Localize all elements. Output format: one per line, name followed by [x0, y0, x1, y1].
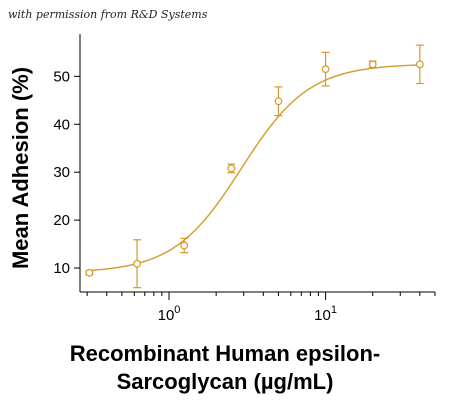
data-points	[85, 44, 424, 289]
data-point	[227, 163, 236, 174]
credit-text: with permission from R&D Systems	[8, 8, 208, 21]
x-axis-label-line1: Recombinant Human epsilon-	[69, 341, 381, 366]
y-tick-label: 40	[53, 116, 70, 133]
y-tick-label: 20	[53, 212, 70, 229]
data-point	[274, 86, 283, 117]
point-marker	[227, 164, 236, 173]
point-marker	[85, 268, 94, 277]
data-point	[133, 239, 142, 289]
y-tick-label: 30	[53, 164, 70, 181]
y-tick-label: 50	[53, 68, 70, 85]
y-axis-label: Mean Adhesion (%)	[8, 67, 33, 269]
x-axis-label: Recombinant Human epsilon- Sarcoglycan (…	[0, 340, 450, 396]
y-ticks: 10 20 30 40 50	[53, 68, 80, 277]
data-point	[85, 268, 94, 277]
point-marker	[368, 60, 377, 69]
data-point	[180, 237, 189, 254]
point-marker	[274, 97, 283, 106]
data-point	[415, 44, 424, 85]
data-point	[321, 51, 330, 87]
x-tick-label: 101	[314, 304, 337, 324]
x-ticks: 100 101	[86, 292, 436, 324]
x-tick-label: 100	[158, 304, 181, 324]
data-point	[368, 60, 377, 69]
point-marker	[133, 259, 141, 268]
dose-response-chart: Mean Adhesion (%) 10 20 30 40 50 100 101	[8, 34, 436, 324]
point-marker	[180, 241, 189, 250]
fit-curve	[89, 64, 420, 272]
point-marker	[321, 65, 330, 74]
x-axis-label-line2: Sarcoglycan (µg/mL)	[116, 369, 334, 394]
y-tick-label: 10	[53, 260, 70, 277]
point-marker	[415, 60, 424, 69]
